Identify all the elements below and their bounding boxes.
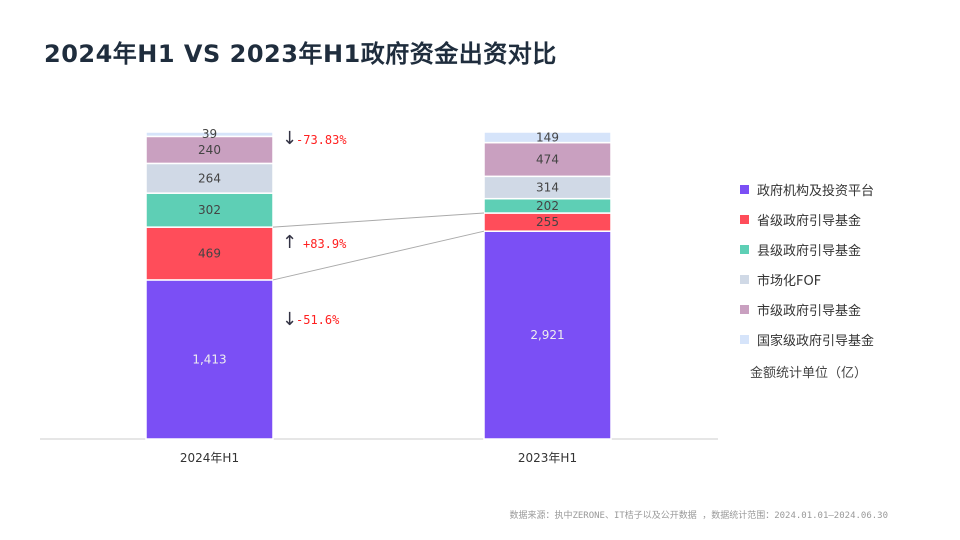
bar-segment <box>483 230 612 440</box>
bar-segment <box>145 279 274 440</box>
data-label: 202 <box>536 199 559 213</box>
data-label: 1,413 <box>192 352 226 366</box>
legend-item: 国家级政府引导基金 <box>740 324 874 354</box>
annotation-gov-platform: -51.6% <box>296 313 340 327</box>
legend-item: 省级政府引导基金 <box>740 204 874 234</box>
bar-segment <box>145 131 274 138</box>
x-tick-label: 2024年H1 <box>180 451 239 465</box>
legend-item: 市场化FOF <box>740 264 874 294</box>
data-label: 39 <box>202 127 217 141</box>
legend-label: 省级政府引导基金 <box>757 213 862 229</box>
data-label: 255 <box>536 215 559 229</box>
legend-swatch <box>740 304 749 314</box>
data-label: 469 <box>198 247 221 261</box>
annotation-provincial: +83.9% <box>303 237 347 251</box>
legend-label: 国家级政府引导基金 <box>757 333 875 349</box>
arrow-up-icon: ↑ <box>282 232 298 253</box>
bar-segment <box>145 192 274 228</box>
legend-swatch <box>740 274 749 284</box>
legend-item: 市级政府引导基金 <box>740 294 874 324</box>
data-label: 302 <box>198 203 221 217</box>
bar-segment <box>483 141 612 178</box>
data-label: 264 <box>198 171 221 185</box>
legend-swatch <box>740 214 749 224</box>
arrow-down-icon: ↓ <box>282 128 298 149</box>
bar-segment <box>145 162 274 194</box>
legend-label: 市级政府引导基金 <box>757 303 862 319</box>
data-label: 474 <box>536 152 559 166</box>
arrow-down-icon: ↓ <box>282 309 298 330</box>
bar-segment <box>145 135 274 165</box>
legend-label: 政府机构及投资平台 <box>757 183 875 199</box>
data-label: 2,921 <box>530 328 564 342</box>
legend-swatch <box>740 334 749 344</box>
x-tick-label: 2023年H1 <box>518 451 577 465</box>
page-title: 2024年H1 VS 2023年H1政府资金出资对比 <box>44 40 557 68</box>
annotation-national: -73.83% <box>296 133 347 147</box>
legend-swatch <box>740 184 749 194</box>
source-note: 数据来源：执中ZERONE、IT桔子以及公开数据 ，数据统计范围：2024.01… <box>509 511 888 521</box>
legend-swatch <box>740 244 749 254</box>
data-label: 240 <box>198 143 221 157</box>
data-label: 314 <box>536 180 559 194</box>
data-label: 149 <box>536 130 559 144</box>
connector-line <box>272 230 485 281</box>
bar-segment <box>483 131 612 144</box>
connector-line <box>272 212 485 228</box>
legend-label: 县级政府引导基金 <box>757 243 862 259</box>
legend-item: 县级政府引导基金 <box>740 234 874 264</box>
unit-note: 金额统计单位（亿） <box>750 366 868 381</box>
legend: 政府机构及投资平台 省级政府引导基金 县级政府引导基金 市场化FOF 市级政府引导基金国… <box>740 174 874 354</box>
legend-item: 政府机构及投资平台 <box>740 174 874 204</box>
legend-label: 市场化FOF <box>757 273 822 289</box>
